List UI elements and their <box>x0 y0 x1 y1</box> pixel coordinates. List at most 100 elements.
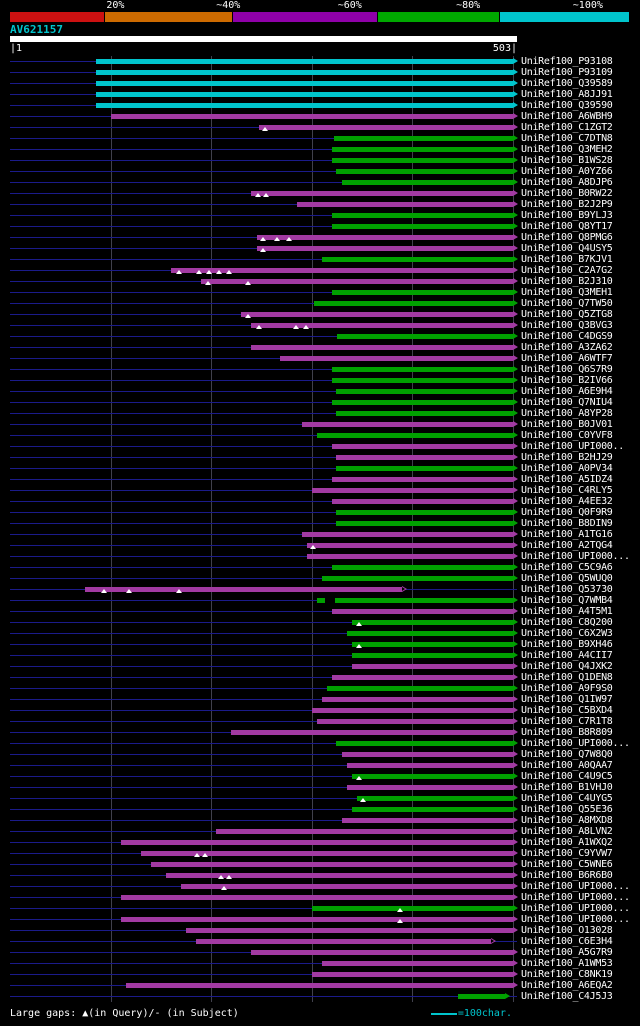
hit-label[interactable]: UniRef100_A8LVN2 <box>521 826 613 837</box>
hit-label[interactable]: UniRef100_B1VHJ0 <box>521 782 613 793</box>
hit-bar[interactable] <box>331 158 513 163</box>
hit-label[interactable]: UniRef100_A8JJ91 <box>521 89 613 100</box>
hit-label[interactable]: UniRef100_UPI000... <box>521 903 630 914</box>
hit-label[interactable]: UniRef100_O13028 <box>521 925 613 936</box>
hit-bar[interactable] <box>335 521 513 526</box>
hit-label[interactable]: UniRef100_C9YVW7 <box>521 848 613 859</box>
hit-bar[interactable] <box>313 301 513 306</box>
hit-label[interactable]: UniRef100_B0RW22 <box>521 188 613 199</box>
hit-label[interactable]: UniRef100_UPI000... <box>521 881 630 892</box>
hit-label[interactable]: UniRef100_Q8YT17 <box>521 221 613 232</box>
hit-label[interactable]: UniRef100_C7R1T8 <box>521 716 613 727</box>
hit-label[interactable]: UniRef100_B8R809 <box>521 727 613 738</box>
hit-label[interactable]: UniRef100_B2HJ29 <box>521 452 613 463</box>
hit-bar[interactable] <box>256 246 513 251</box>
hit-bar[interactable] <box>258 125 513 130</box>
hit-bar[interactable] <box>231 730 513 735</box>
hit-bar[interactable] <box>335 510 513 515</box>
hit-label[interactable]: UniRef100_B9XH46 <box>521 639 613 650</box>
hit-bar[interactable] <box>321 576 513 581</box>
hit-label[interactable]: UniRef100_B0JV01 <box>521 419 613 430</box>
hit-bar[interactable] <box>331 565 513 570</box>
hit-bar[interactable] <box>331 444 513 449</box>
hit-bar[interactable] <box>216 829 513 834</box>
hit-bar[interactable] <box>95 81 513 86</box>
hit-bar[interactable] <box>336 334 513 339</box>
hit-label[interactable]: UniRef100_A1TG16 <box>521 529 613 540</box>
hit-label[interactable]: UniRef100_B2IV66 <box>521 375 613 386</box>
hit-bar[interactable] <box>311 708 513 713</box>
hit-label[interactable]: UniRef100_A0YZ66 <box>521 166 613 177</box>
hit-bar[interactable] <box>331 609 513 614</box>
hit-label[interactable]: UniRef100_Q5ZTG8 <box>521 309 613 320</box>
hit-bar[interactable] <box>331 499 513 504</box>
hit-label[interactable]: UniRef100_P93108 <box>521 56 613 67</box>
hit-bar[interactable] <box>333 136 513 141</box>
hit-label[interactable]: UniRef100_C8Q200 <box>521 617 613 628</box>
hit-bar[interactable] <box>352 807 513 812</box>
hit-bar[interactable] <box>165 873 513 878</box>
hit-bar[interactable] <box>95 92 513 97</box>
hit-bar[interactable] <box>457 994 505 999</box>
hit-label[interactable]: UniRef100_A2TQG4 <box>521 540 613 551</box>
hit-bar[interactable] <box>95 70 513 75</box>
hit-bar[interactable] <box>331 147 513 152</box>
hit-label[interactable]: UniRef100_C6E3H4 <box>521 936 613 947</box>
hit-bar[interactable] <box>251 191 513 196</box>
hit-bar[interactable] <box>311 972 513 977</box>
hit-bar[interactable] <box>326 686 513 691</box>
hit-bar[interactable] <box>95 103 513 108</box>
hit-label[interactable]: UniRef100_B2J2P9 <box>521 199 613 210</box>
hit-bar[interactable] <box>140 851 513 856</box>
hit-label[interactable]: UniRef100_A4CII7 <box>521 650 613 661</box>
hit-bar[interactable] <box>335 389 513 394</box>
hit-label[interactable]: UniRef100_A6E9H4 <box>521 386 613 397</box>
hit-label[interactable]: UniRef100_A4EE32 <box>521 496 613 507</box>
hit-label[interactable]: UniRef100_B9YLJ3 <box>521 210 613 221</box>
hit-label[interactable]: UniRef100_C4U9C5 <box>521 771 613 782</box>
hit-label[interactable]: UniRef100_A3ZA62 <box>521 342 613 353</box>
hit-label[interactable]: UniRef100_Q4USY5 <box>521 243 613 254</box>
hit-bar[interactable] <box>357 796 513 801</box>
hit-label[interactable]: UniRef100_UPI000... <box>521 551 630 562</box>
hit-label[interactable]: UniRef100_C2A7G2 <box>521 265 613 276</box>
hit-label[interactable]: UniRef100_UPI000... <box>521 914 630 925</box>
hit-bar[interactable] <box>150 862 513 867</box>
hit-label[interactable]: UniRef100_Q7WMB4 <box>521 595 613 606</box>
hit-bar[interactable] <box>352 620 513 625</box>
hit-bar[interactable] <box>196 939 491 944</box>
hit-label[interactable]: UniRef100_Q7TW50 <box>521 298 613 309</box>
hit-bar[interactable] <box>321 961 513 966</box>
hit-label[interactable]: UniRef100_Q3BVG3 <box>521 320 613 331</box>
hit-label[interactable]: UniRef100_A6WTF7 <box>521 353 613 364</box>
hit-bar[interactable] <box>181 884 513 889</box>
hit-label[interactable]: UniRef100_A6WBH9 <box>521 111 613 122</box>
hit-label[interactable]: UniRef100_A5G7R9 <box>521 947 613 958</box>
hit-bar[interactable] <box>316 433 513 438</box>
hit-bar[interactable] <box>120 840 513 845</box>
hit-label[interactable]: UniRef100_P93109 <box>521 67 613 78</box>
hit-label[interactable]: UniRef100_C5C9A6 <box>521 562 613 573</box>
hit-bar[interactable] <box>201 279 513 284</box>
hit-bar[interactable] <box>251 323 513 328</box>
hit-bar[interactable] <box>95 59 513 64</box>
hit-bar[interactable] <box>335 741 513 746</box>
hit-label[interactable]: UniRef100_Q53730 <box>521 584 613 595</box>
hit-bar[interactable] <box>352 653 513 658</box>
hit-label[interactable]: UniRef100_UPI000.. <box>521 441 624 452</box>
hit-bar[interactable] <box>347 763 513 768</box>
hit-label[interactable]: UniRef100_Q0F9R9 <box>521 507 613 518</box>
hit-bar[interactable] <box>296 202 513 207</box>
hit-bar[interactable] <box>186 928 513 933</box>
hit-label[interactable]: UniRef100_A0QAA7 <box>521 760 613 771</box>
hit-bar[interactable] <box>331 477 513 482</box>
hit-bar[interactable] <box>301 532 513 537</box>
hit-bar[interactable] <box>331 213 513 218</box>
hit-label[interactable]: UniRef100_Q3MEH2 <box>521 144 613 155</box>
hit-label[interactable]: UniRef100_C1ZGT2 <box>521 122 613 133</box>
hit-bar[interactable] <box>342 752 513 757</box>
hit-bar[interactable] <box>331 400 513 405</box>
hit-bar[interactable] <box>352 774 513 779</box>
hit-label[interactable]: UniRef100_C0YVF8 <box>521 430 613 441</box>
hit-bar[interactable] <box>335 169 513 174</box>
